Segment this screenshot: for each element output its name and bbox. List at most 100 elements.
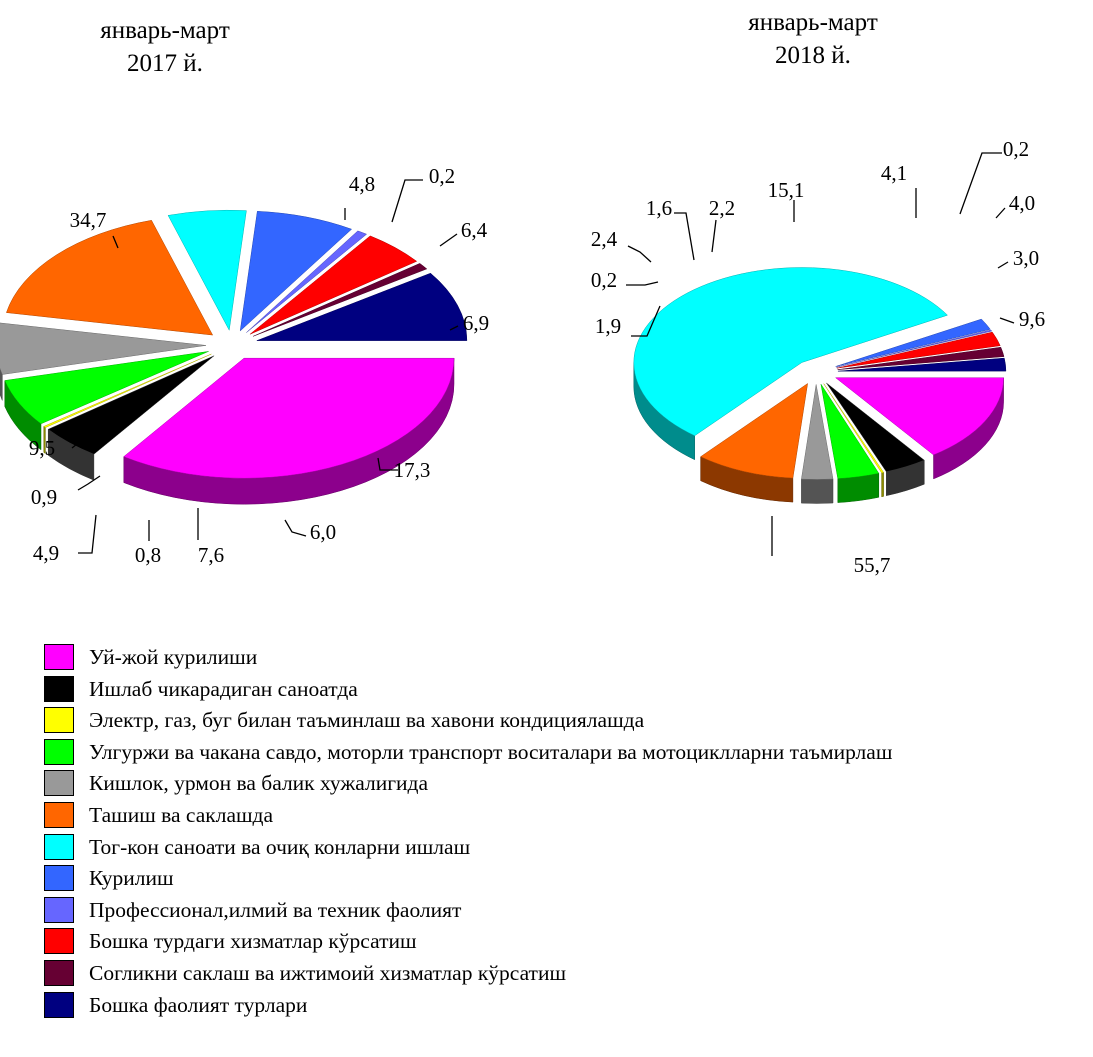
leader-line xyxy=(631,305,661,337)
legend-swatch xyxy=(44,865,74,892)
legend-label: Бошка фаолият турлари xyxy=(89,992,308,1017)
pie-slice xyxy=(256,272,468,341)
data-label: 0,2 xyxy=(591,268,617,292)
data-label: 6,4 xyxy=(461,218,488,242)
pie-charts: 34,7 4,8 0,2 6,4 6,9 17,3 6,0 7,6 0,8 4,9 0,9 9,5 15… xyxy=(0,137,1045,577)
data-label: 7,6 xyxy=(198,543,224,567)
legend-label: Ишлаб чикарадиган саноатда xyxy=(89,676,358,701)
legend-label: Кишлок, урмон ва балик хужалигида xyxy=(89,771,429,796)
data-label: 15,1 xyxy=(768,178,805,202)
legend-swatch xyxy=(44,707,74,734)
pie-slice-top xyxy=(801,384,834,480)
chart-title-2018-line2: 2018 й. xyxy=(775,42,851,69)
pie-slice xyxy=(823,383,885,498)
data-label: 1,9 xyxy=(595,314,621,338)
data-label: 55,7 xyxy=(854,553,891,577)
pie-slice xyxy=(820,383,880,503)
chart-title-2017: январь-март 2017 й. xyxy=(60,14,270,80)
data-label: 34,7 xyxy=(70,208,107,232)
legend-swatch xyxy=(44,928,74,955)
legend-label: Курилиш xyxy=(89,866,174,891)
pie-slice-top xyxy=(633,267,948,436)
legend-swatch xyxy=(44,991,74,1018)
data-label: 17,3 xyxy=(394,458,431,482)
pie-slice xyxy=(252,263,428,337)
pie-slice xyxy=(47,355,215,481)
data-label: 3,0 xyxy=(1013,246,1039,270)
legend-swatch xyxy=(44,833,74,860)
pie-slice-top xyxy=(239,211,353,332)
legend-swatch xyxy=(44,959,74,986)
pie-slice xyxy=(123,357,455,505)
pie-slice-top xyxy=(47,355,215,455)
data-label: 0,2 xyxy=(1003,137,1029,161)
pie-slice-top xyxy=(836,329,993,368)
pie-slice xyxy=(835,318,991,367)
data-label: 0,8 xyxy=(135,543,161,567)
leader-line xyxy=(112,235,119,249)
data-label: 4,1 xyxy=(881,161,907,185)
legend-label: Уй-жой курилиши xyxy=(89,645,258,669)
pie-slice-top xyxy=(256,272,468,341)
leader-line xyxy=(674,212,695,261)
leader-line xyxy=(997,261,1009,269)
pie-slice-top xyxy=(837,346,1005,370)
data-label: 4,0 xyxy=(1009,191,1035,215)
pie-slice-top xyxy=(826,382,925,472)
leader-line xyxy=(711,219,717,253)
pie-slice xyxy=(249,235,418,335)
pie-slice-top xyxy=(820,383,880,479)
leader-line xyxy=(391,179,423,223)
leader-line xyxy=(78,514,97,554)
legend-label: Электр, газ, буг билан таъминлаш ва хаво… xyxy=(89,708,645,733)
data-label: 0,9 xyxy=(31,485,57,509)
pie-slice-top xyxy=(4,351,209,425)
pie-slice-top xyxy=(837,357,1007,372)
pie-slice xyxy=(4,351,209,451)
pie-slice-top xyxy=(6,220,214,336)
legend-swatch xyxy=(44,675,74,702)
legend-swatch xyxy=(44,644,74,670)
legend-swatch xyxy=(44,770,74,797)
pie-slice-top xyxy=(835,318,991,367)
data-label: 4,9 xyxy=(33,541,59,565)
pie-slice xyxy=(801,384,834,504)
leader-line xyxy=(999,317,1015,324)
pie-slice xyxy=(836,331,1001,369)
pie-slice-top xyxy=(836,331,1001,369)
data-label: 2,4 xyxy=(591,227,618,251)
data-label: 6,9 xyxy=(463,311,489,335)
pie-slice xyxy=(0,322,207,401)
leader-line xyxy=(959,152,1002,215)
legend-label: Ташиш ва саклашда xyxy=(89,802,274,827)
data-label: 9,6 xyxy=(1019,307,1045,331)
pie-slice-top xyxy=(252,263,428,337)
pie-slice-side xyxy=(801,478,834,504)
pie-slice-top xyxy=(246,230,368,333)
pie-2017: 34,7 4,8 0,2 6,4 6,9 17,3 6,0 7,6 0,8 4,9 0,9 9,5 xyxy=(0,164,489,567)
pie-slice xyxy=(633,267,948,461)
data-label: 9,5 xyxy=(29,436,55,460)
legend-label: Бошка турдаги хизматлар кўрсатиш xyxy=(89,929,417,954)
data-label: 2,2 xyxy=(709,196,735,220)
leader-line xyxy=(377,457,398,471)
pie-slice-side xyxy=(0,367,3,401)
legend-swatch xyxy=(44,738,74,765)
pie-slice xyxy=(700,382,808,503)
pie-slice xyxy=(43,353,212,455)
pie-slice xyxy=(826,382,925,497)
legend-label: Улгуржи ва чакана савдо, моторли транспо… xyxy=(89,739,893,764)
leader-line xyxy=(627,245,652,263)
legend-label: Согликни саклаш ва ижтимоий хизматлар кў… xyxy=(89,960,567,985)
pie-slice-top xyxy=(0,322,207,375)
chart-title-2017-line2: 2017 й. xyxy=(127,50,203,77)
legend-label: Тог-кон саноати ва очиқ конларни ишлаш xyxy=(89,834,471,859)
legend-label: Профессионал,илмий ва техник фаолият xyxy=(89,897,462,922)
data-label: 0,2 xyxy=(429,164,455,188)
pie-slice-top xyxy=(249,235,418,335)
leader-line xyxy=(77,475,101,491)
chart-title-2018: январь-март 2018 й. xyxy=(708,6,918,72)
pie-2018: 15,1 4,1 0,2 4,0 3,0 9,6 55,7 1,9 0,2 2,4 1,6 2,2 xyxy=(591,137,1045,577)
leader-line xyxy=(71,425,99,449)
pie-slice xyxy=(837,346,1005,370)
